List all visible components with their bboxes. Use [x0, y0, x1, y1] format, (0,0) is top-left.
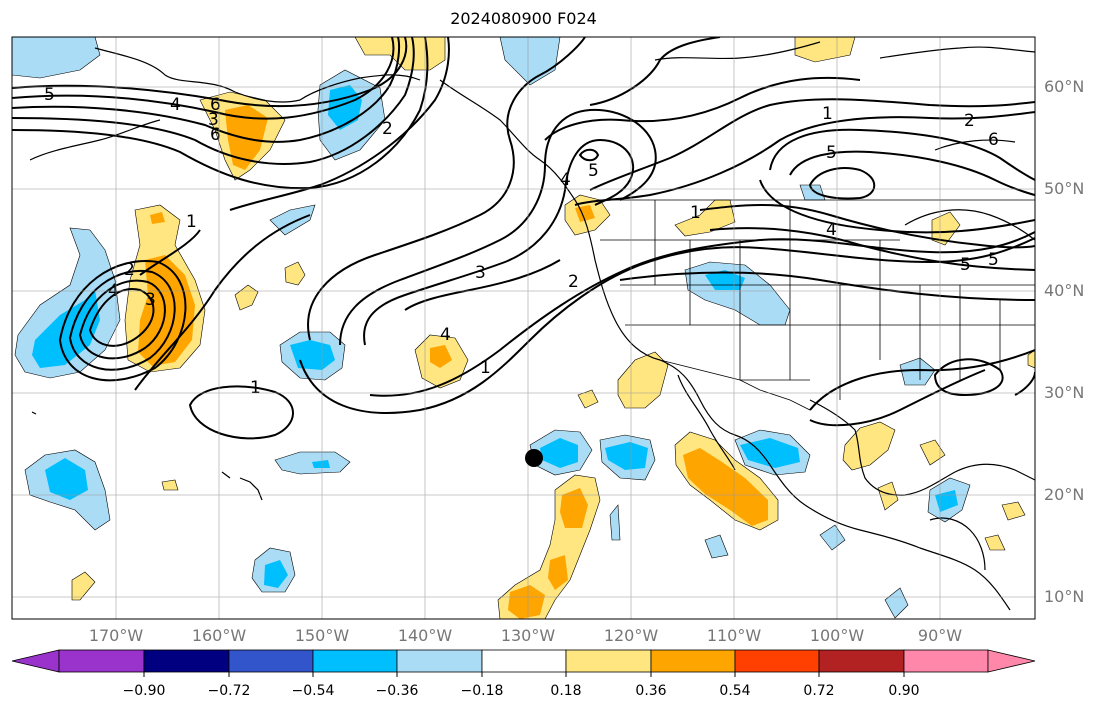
lat-label: 20°N — [1044, 485, 1085, 504]
colorbar-tick-label: −0.18 — [460, 683, 504, 699]
lon-label: 90°W — [917, 626, 963, 645]
contour-label: 2 — [964, 111, 975, 131]
contour-label: 1 — [822, 104, 833, 124]
lon-label: 170°W — [88, 626, 144, 645]
contour-lines — [12, 37, 1035, 440]
colorbar-ticks — [143, 672, 905, 677]
contour-label: 4 — [826, 220, 837, 240]
contour-label: 5 — [960, 255, 971, 275]
contour-label: 2 — [568, 272, 579, 292]
colorbar — [11, 649, 1036, 673]
contour-label: 6 — [210, 95, 221, 115]
lon-label: 140°W — [397, 626, 453, 645]
lat-label: 50°N — [1044, 179, 1085, 198]
contour-label: 3 — [208, 110, 219, 130]
contour-label: 5 — [826, 143, 837, 163]
colorbar-swatch — [396, 649, 483, 673]
colorbar-tick-label: −0.90 — [122, 683, 166, 699]
colorbar-tick-label: −0.54 — [291, 683, 335, 699]
contour-label: 5 — [988, 250, 999, 270]
contour-label: 2 — [124, 260, 135, 280]
colorbar-tick-label: 0.18 — [550, 683, 582, 699]
contour-label: 3 — [145, 290, 156, 310]
lon-label: 100°W — [809, 626, 865, 645]
colorbar-swatch — [312, 649, 398, 673]
lat-label: 30°N — [1044, 383, 1085, 402]
contour-label: 4 — [560, 170, 571, 190]
strong-positive-shading — [138, 105, 768, 619]
colorbar-tick-label: 0.54 — [719, 683, 751, 699]
contour-label: 2 — [382, 119, 393, 139]
contour-label: 1 — [690, 203, 701, 223]
colorbar-swatch — [650, 649, 736, 673]
contour-label: 1 — [480, 358, 491, 378]
colorbar-tick-label: −0.72 — [207, 683, 251, 699]
lon-label: 160°W — [191, 626, 247, 645]
contour-label: 3 — [475, 263, 486, 283]
lat-label: 60°N — [1044, 77, 1085, 96]
contour-label: 5 — [44, 85, 55, 105]
coastlines — [29, 41, 1035, 611]
contour-label: 1 — [250, 378, 261, 398]
contour-label: 6 — [210, 125, 221, 145]
contour-label: 4 — [170, 95, 181, 115]
colorbar-tick-label: −0.36 — [375, 683, 419, 699]
colorbar-swatch — [734, 649, 820, 673]
colorbar-swatch — [818, 649, 905, 673]
map-title: 2024080900 F024 — [450, 9, 597, 28]
colorbar-extend-min — [11, 649, 60, 673]
graticule — [12, 37, 1035, 619]
lon-label: 110°W — [706, 626, 762, 645]
lat-label: 10°N — [1044, 587, 1085, 606]
strong-negative-shading — [32, 85, 958, 588]
contour-label: 1 — [186, 212, 197, 232]
political-borders — [600, 199, 1035, 411]
lon-label: 150°W — [294, 626, 350, 645]
colorbar-swatch — [903, 649, 989, 673]
colorbar-tick-label: 0.36 — [635, 683, 667, 699]
contour-label: 5 — [588, 161, 599, 181]
colorbar-swatch — [58, 649, 145, 673]
storm-center-dot — [525, 449, 543, 467]
colorbar-tick-label: 0.72 — [803, 683, 835, 699]
lon-label: 130°W — [500, 626, 556, 645]
colorbar-swatch — [143, 649, 230, 673]
contour-label: 4 — [440, 325, 451, 345]
colorbar-extend-max — [987, 649, 1036, 673]
colorbar-swatch — [228, 649, 314, 673]
map-frame — [11, 36, 1036, 620]
colorbar-swatch — [481, 649, 567, 673]
lon-label: 120°W — [603, 626, 659, 645]
lat-label: 40°N — [1044, 281, 1085, 300]
colorbar-swatch — [565, 649, 652, 673]
colorbar-tick-label: 0.90 — [888, 683, 920, 699]
